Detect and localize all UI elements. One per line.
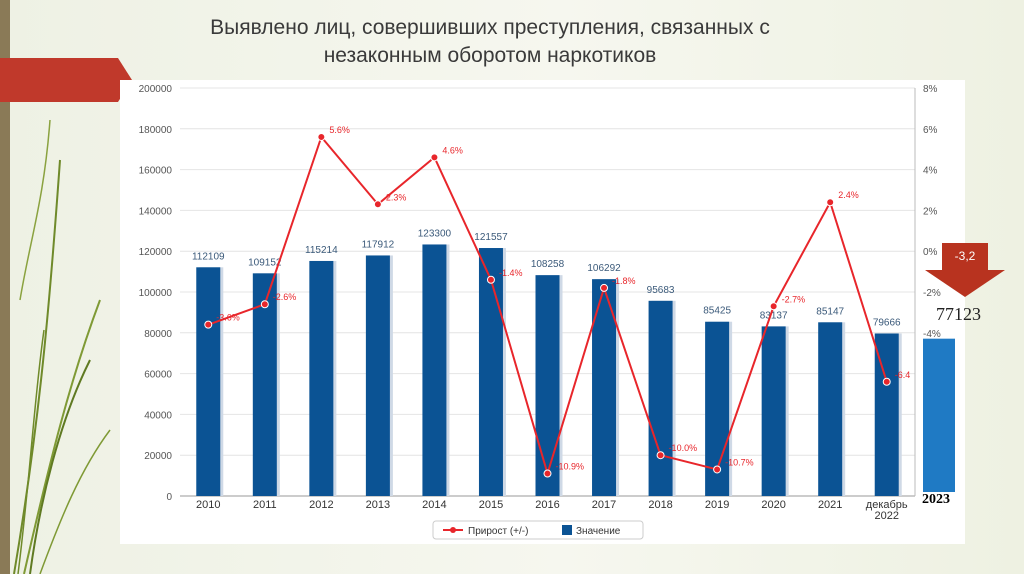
growth-point: [882, 377, 891, 386]
bar-value-label: 112109: [192, 251, 225, 262]
bar-value-label: 79666: [873, 317, 901, 328]
legend-bar-swatch: [562, 525, 572, 535]
growth-point: [600, 283, 609, 292]
x-tick-label: 2015: [479, 499, 503, 511]
title-line-2: незаконным оборотом наркотиков: [323, 44, 657, 67]
y-left-tick-label: 20000: [144, 451, 172, 462]
growth-point: [430, 153, 439, 162]
growth-label: -1.8%: [612, 276, 636, 286]
bar: [761, 326, 786, 496]
legend-line-marker: [450, 527, 456, 533]
growth-label: 5.6%: [329, 125, 350, 135]
x-tick-label: декабрь 2022: [866, 499, 908, 522]
growth-label: -1.4%: [499, 268, 523, 278]
growth-label: 4.6%: [442, 145, 463, 155]
bar: [648, 300, 673, 496]
chart-panel: 200000 180000 160000 140000 120000 100000 8000…: [120, 80, 965, 544]
bar: [309, 260, 334, 496]
y-right-tick-label: 2%: [923, 206, 938, 217]
growth-label: -10.9%: [556, 462, 585, 472]
growth-point: [317, 132, 326, 141]
growth-label: -6.4: [895, 370, 911, 380]
bar-value-label: 109152: [248, 257, 282, 268]
x-tick-label: 2017: [592, 499, 616, 511]
growth-point: [486, 275, 495, 284]
x-tick-label: 2021: [818, 499, 842, 511]
bar: [874, 333, 899, 496]
bar: [818, 322, 843, 496]
y-left-tick-label: 0: [166, 492, 172, 503]
growth-point: [769, 302, 778, 311]
y-left-tick-label: 140000: [139, 206, 173, 217]
grass-decoration: [13, 119, 111, 574]
x-tick-label: 2011: [253, 499, 277, 511]
bar-value-label: 123300: [418, 228, 452, 239]
growth-point: [204, 320, 213, 329]
slide-title: Выявлено лиц, совершивших преступления, …: [150, 14, 830, 70]
growth-point: [260, 300, 269, 309]
legend-item-value: Значение: [576, 526, 621, 537]
down-arrow-icon: [925, 270, 1005, 297]
growth-point: [543, 469, 552, 478]
bar-value-label: 85425: [703, 306, 731, 317]
growth-label: -2.6%: [273, 292, 297, 302]
y-left-tick-label: 80000: [144, 329, 172, 340]
y-left-tick-label: 200000: [139, 84, 173, 95]
bar: [535, 275, 560, 496]
x-tick-label: 2020: [761, 499, 785, 511]
category-2023-label: 2023: [922, 492, 950, 507]
title-line-1: Выявлено лиц, совершивших преступления, …: [210, 16, 770, 39]
y-left-tick-label: 120000: [139, 247, 173, 258]
y-left-tick-label: 160000: [139, 166, 173, 177]
growth-label: -10.0%: [669, 443, 698, 453]
y-left-tick-label: 100000: [139, 288, 173, 299]
bar-value-label: 117912: [362, 239, 395, 250]
bar: [422, 244, 447, 496]
growth-point: [373, 200, 382, 209]
growth-point: [713, 465, 722, 474]
y-right-tick-label: 8%: [923, 84, 938, 95]
bar: [196, 267, 221, 496]
bar-value-label: 106292: [587, 263, 621, 274]
value-2023-label: 77123: [936, 304, 981, 324]
legend-item-growth: Прирост (+/-): [468, 526, 528, 537]
x-tick-label: 2014: [422, 499, 446, 511]
growth-label: 2.3%: [386, 192, 407, 202]
bar: [365, 255, 390, 496]
x-tick-label: 2012: [309, 499, 333, 511]
growth-label: 2.4%: [838, 190, 859, 200]
bar-2023: [923, 338, 955, 492]
x-tick-label: 2019: [705, 499, 729, 511]
bar: [252, 273, 277, 496]
y-right-tick-label: -4%: [923, 329, 941, 340]
y-left-tick-label: 60000: [144, 370, 172, 381]
combo-chart: 2000001800001600001400001200001000008000…: [139, 84, 955, 540]
x-tick-label: 2010: [196, 499, 220, 511]
bar: [478, 248, 503, 496]
bar-value-label: 85147: [816, 306, 844, 317]
bar-value-label: 108258: [531, 259, 565, 270]
bar-value-label: 115214: [305, 245, 338, 256]
y-right-tick-label: 6%: [923, 125, 938, 136]
x-tick-label: 2018: [648, 499, 672, 511]
growth-point: [656, 451, 665, 460]
growth-label: -2.7%: [782, 294, 806, 304]
y-right-tick-label: 0%: [923, 247, 938, 258]
change-callout: -3,2: [942, 243, 988, 270]
legend-box: [432, 520, 644, 540]
x-tick-label: 2013: [366, 499, 390, 511]
y-left-tick-label: 40000: [144, 410, 172, 421]
bar-value-label: 121557: [474, 232, 508, 243]
x-tick-label: 2016: [535, 499, 559, 511]
growth-label: -10.7%: [725, 457, 754, 467]
bar-value-label: 83137: [760, 310, 788, 321]
y-right-tick-label: 4%: [923, 166, 938, 177]
y-left-tick-label: 180000: [139, 125, 173, 136]
growth-point: [826, 198, 835, 207]
left-decor-strip: [0, 0, 10, 574]
accent-bar: [0, 58, 118, 102]
growth-label: -3.6%: [216, 313, 240, 323]
bar-value-label: 95683: [647, 285, 675, 296]
